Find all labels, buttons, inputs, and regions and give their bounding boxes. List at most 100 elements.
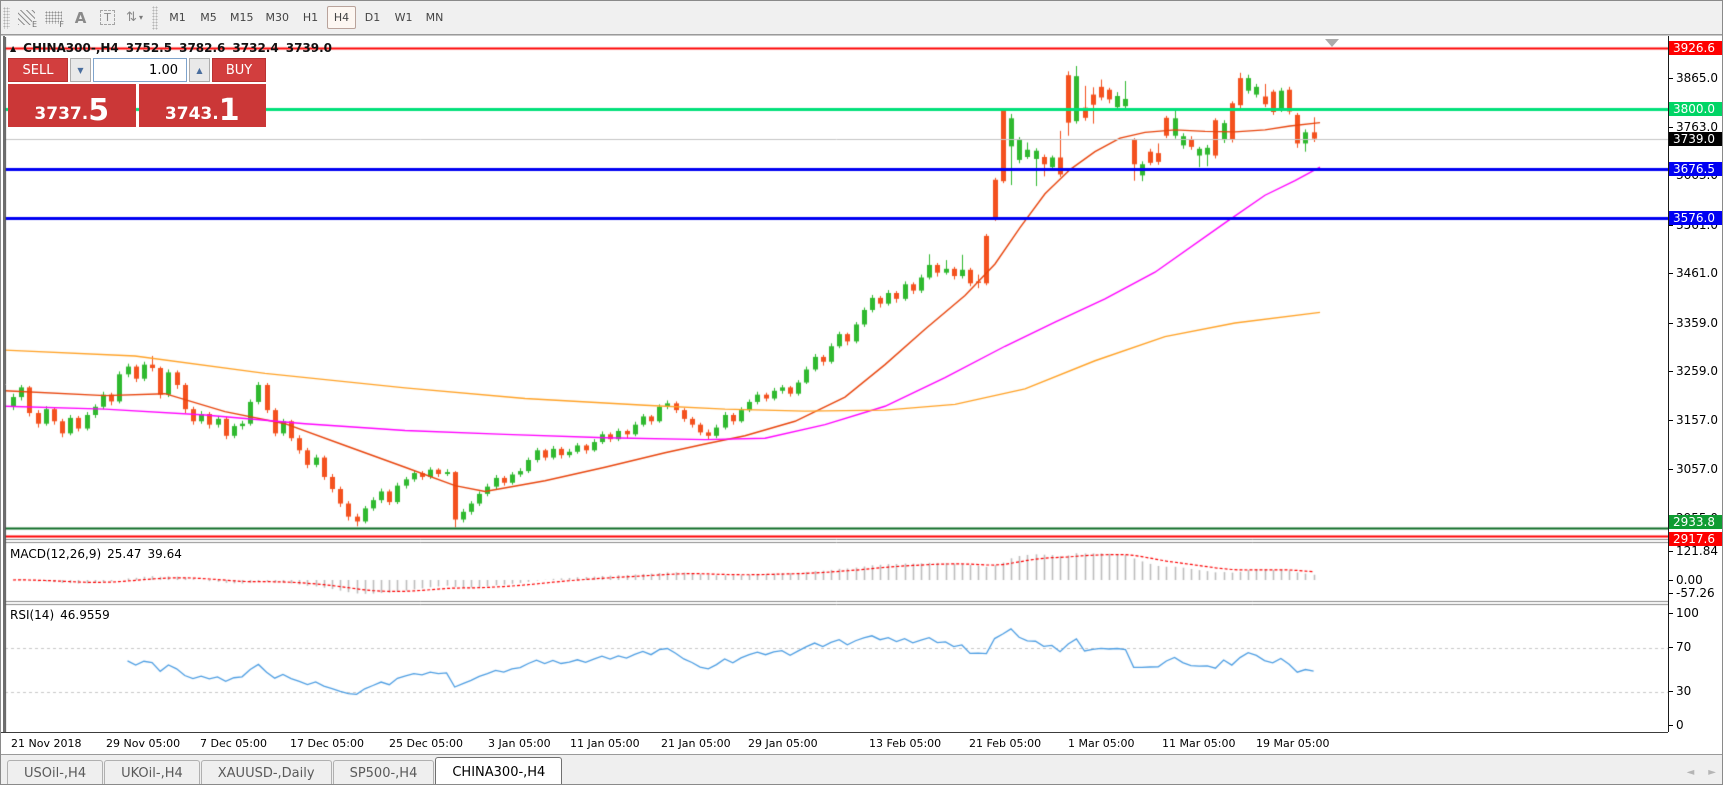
price-badge-3676.5: 3676.5: [1669, 161, 1722, 176]
timeframe-button-h1[interactable]: H1: [302, 11, 319, 24]
close-value: 3739.0: [285, 41, 333, 55]
volume-decrease-button[interactable]: ▼: [70, 58, 91, 82]
time-label: 1 Mar 05:00: [1068, 737, 1135, 750]
sell-button[interactable]: SELL: [8, 58, 68, 82]
macd-signal-value: 39.64: [147, 547, 182, 561]
price-badge-3576.0: 3576.0: [1669, 210, 1722, 225]
rsi-value: 46.9559: [60, 608, 110, 622]
time-label: 19 Mar 05:00: [1256, 737, 1330, 750]
price-tick-3763.0: 3763.0: [1669, 120, 1722, 134]
high-value: 3782.6: [179, 41, 226, 55]
volume-input[interactable]: [93, 58, 187, 82]
ask-price-main: 3743.: [164, 104, 219, 124]
macd-axis-tick--57.26: -57.26: [1669, 586, 1722, 600]
tab-scroll-right-icon[interactable]: ►: [1708, 767, 1716, 778]
drawing-tools-group: E F A T ⇅ ▾: [13, 5, 148, 31]
timeframe-buttons-group: M1 M5 M15 M30 H1 H4 D1 W1 MN: [162, 6, 450, 29]
time-label: 25 Dec 05:00: [389, 737, 463, 750]
time-label: 7 Dec 05:00: [200, 737, 267, 750]
rsi-axis-tick-30: 30: [1669, 684, 1722, 698]
one-click-trade-widget: SELL ▼ ▲ BUY 3737. 5 3743. 1: [8, 58, 266, 127]
chart-tab-bar: USOil-,H4 UKOil-,H4 XAUUSD-,Daily SP500-,H4…: [1, 754, 1722, 784]
price-badge-3739.0: 3739.0: [1669, 131, 1722, 146]
price-tick-3057.0: 3057.0: [1669, 462, 1722, 476]
dropdown-caret-icon: ▾: [138, 13, 143, 22]
timeframe-button-mn[interactable]: MN: [425, 11, 444, 24]
low-value: 3732.4: [232, 41, 279, 55]
macd-axis-tick-0.00: 0.00: [1669, 573, 1722, 587]
ask-price-panel[interactable]: 3743. 1: [138, 84, 266, 128]
channel-pattern-tool-icon: [18, 10, 35, 25]
chart-window: ▲ CHINA300-,H4 3752.5 3782.6 3732.4 3739…: [1, 36, 1722, 784]
time-label: 29 Jan 05:00: [748, 737, 818, 750]
timeframe-button-m5[interactable]: M5: [200, 11, 217, 24]
fibo-grid-tool-button[interactable]: F: [40, 5, 67, 31]
price-tick-3865.0: 3865.0: [1669, 71, 1722, 85]
rsi-name: RSI(14): [10, 608, 55, 622]
channel-pattern-tool-button[interactable]: E: [13, 5, 40, 31]
price-axis[interactable]: 3865.03763.03663.03561.03461.03359.03259…: [1668, 36, 1722, 732]
bid-price-main: 3737.: [34, 104, 89, 124]
timeframe-button-m1[interactable]: M1: [169, 11, 186, 24]
chart-tab-china300-h4[interactable]: CHINA300-,H4: [435, 757, 563, 784]
price-badge-2917.6: 2917.6: [1669, 532, 1722, 547]
macd-main-value: 25.47: [107, 547, 142, 561]
rsi-axis-tick-100: 100: [1669, 606, 1722, 620]
ask-price-pip: 1: [218, 93, 240, 128]
chart-tab-usoil-h4[interactable]: USOil-,H4: [7, 760, 104, 784]
tab-scroll-left-icon[interactable]: ◄: [1686, 767, 1695, 778]
chart-left-border: [3, 36, 5, 754]
symbol-name: CHINA300-,H4: [23, 41, 119, 55]
time-label: 21 Jan 05:00: [661, 737, 731, 750]
cursor-mode-tool-button[interactable]: ⇅ ▾: [121, 5, 148, 31]
toolbar-grip-handle[interactable]: [3, 6, 10, 29]
text-label-tool-button[interactable]: T: [94, 5, 121, 31]
open-value: 3752.5: [125, 41, 173, 55]
bid-price-panel[interactable]: 3737. 5: [8, 84, 136, 127]
collapse-triangle-icon[interactable]: ▲: [10, 43, 17, 53]
price-tick-3157.0: 3157.0: [1669, 413, 1722, 427]
chart-ohlc-header: ▲ CHINA300-,H4 3752.5 3782.6 3732.4 3739…: [10, 41, 332, 55]
timeframe-button-m30[interactable]: M30: [265, 11, 290, 24]
time-label: 21 Nov 2018: [11, 737, 82, 750]
text-tool-button[interactable]: A: [67, 5, 94, 31]
cursor-mode-tool-icon: ⇅: [126, 10, 137, 25]
chart-tab-xauusd-daily[interactable]: XAUUSD-,Daily: [200, 760, 332, 784]
chart-tab-sp500-h4[interactable]: SP500-,H4: [332, 760, 435, 784]
rsi-axis-tick-70: 70: [1669, 640, 1722, 654]
chart-shift-triangle-icon[interactable]: [1325, 39, 1339, 47]
time-label: 13 Feb 05:00: [869, 737, 942, 750]
rsi-axis-tick-0: 0: [1669, 718, 1722, 732]
macd-name: MACD(12,26,9): [10, 547, 102, 561]
toolbar: E F A T ⇅ ▾ M1 M5 M15 M30 H1 H4 D1 W1 MN: [1, 1, 1722, 35]
price-badge-3800.0: 3800.0: [1669, 102, 1722, 117]
price-badge-3926.6: 3926.6: [1669, 40, 1722, 55]
text-tool-icon: A: [74, 8, 87, 27]
rsi-label: RSI(14) 46.9559: [10, 608, 110, 622]
tab-scroll-buttons: ◄ ►: [1687, 767, 1716, 778]
price-tick-3259.0: 3259.0: [1669, 364, 1722, 378]
time-label: 29 Nov 05:00: [106, 737, 181, 750]
time-label: 11 Jan 05:00: [570, 737, 640, 750]
toolbar-separator: [152, 5, 158, 30]
macd-label: MACD(12,26,9) 25.47 39.64: [10, 547, 182, 561]
timeframe-button-d1[interactable]: D1: [364, 11, 381, 24]
time-label: 17 Dec 05:00: [290, 737, 364, 750]
price-tick-3359.0: 3359.0: [1669, 316, 1722, 330]
volume-increase-button[interactable]: ▲: [189, 58, 210, 82]
timeframe-button-m15[interactable]: M15: [230, 11, 254, 24]
timeframe-button-h4[interactable]: H4: [327, 6, 356, 29]
time-label: 21 Feb 05:00: [969, 737, 1042, 750]
timeframe-button-w1[interactable]: W1: [394, 11, 413, 24]
time-label: 11 Mar 05:00: [1162, 737, 1236, 750]
chevron-down-icon: ▼: [77, 65, 84, 75]
text-label-tool-icon: T: [100, 10, 115, 25]
chart-tab-ukoil-h4[interactable]: UKOil-,H4: [104, 760, 200, 784]
price-badge-2933.8: 2933.8: [1669, 515, 1722, 530]
fibo-grid-tool-icon: [45, 11, 62, 24]
buy-button[interactable]: BUY: [212, 58, 266, 82]
time-axis[interactable]: 21 Nov 2018 29 Nov 05:00 7 Dec 05:00 17 Dec…: [1, 732, 1668, 754]
price-chart-canvas[interactable]: [5, 37, 1668, 732]
chevron-up-icon: ▲: [196, 65, 203, 75]
